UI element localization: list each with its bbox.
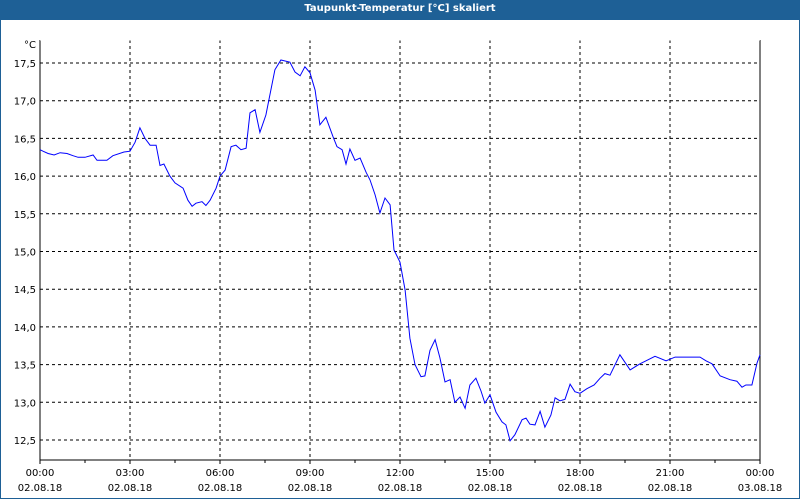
x-tick-date: 02.08.18 bbox=[378, 483, 423, 494]
x-tick-date: 02.08.18 bbox=[108, 483, 153, 494]
y-tick-label: 17,0 bbox=[14, 97, 36, 108]
x-tick-time: 06:00 bbox=[206, 468, 235, 479]
plot-axes bbox=[39, 40, 761, 461]
y-tick-label: 15,5 bbox=[14, 210, 36, 221]
y-tick-label: 16,0 bbox=[14, 172, 36, 183]
y-tick-label: 16,5 bbox=[14, 134, 36, 145]
y-tick-label: 15,0 bbox=[14, 248, 36, 259]
y-axis-unit: °C bbox=[24, 40, 36, 51]
x-tick-time: 00:00 bbox=[746, 468, 775, 479]
x-tick-time: 15:00 bbox=[476, 468, 505, 479]
chart-title-bar: Taupunkt-Temperatur [°C] skaliert bbox=[0, 0, 800, 20]
x-tick-time: 03:00 bbox=[116, 468, 145, 479]
x-tick-time: 09:00 bbox=[296, 468, 325, 479]
y-tick-label: 14,5 bbox=[14, 285, 36, 296]
x-tick-time: 12:00 bbox=[386, 468, 415, 479]
x-tick-time: 00:00 bbox=[26, 468, 55, 479]
y-tick-label: 17,5 bbox=[14, 59, 36, 70]
x-tick-date: 02.08.18 bbox=[288, 483, 333, 494]
x-tick-date: 02.08.18 bbox=[558, 483, 603, 494]
x-tick-time: 21:00 bbox=[656, 468, 685, 479]
x-tick-date: 02.08.18 bbox=[198, 483, 243, 494]
y-tick-label: 13,0 bbox=[14, 398, 36, 409]
x-tick-date: 02.08.18 bbox=[648, 483, 693, 494]
y-tick-label: 12,5 bbox=[14, 436, 36, 447]
x-tick-date: 02.08.18 bbox=[468, 483, 513, 494]
x-tick-date: 02.08.18 bbox=[18, 483, 63, 494]
y-tick-label: 13,5 bbox=[14, 361, 36, 372]
y-tick-label: 14,0 bbox=[14, 323, 36, 334]
series-line-taupunkt bbox=[39, 59, 761, 442]
x-tick-date: 03.08.18 bbox=[738, 483, 783, 494]
x-tick-time: 18:00 bbox=[566, 468, 595, 479]
